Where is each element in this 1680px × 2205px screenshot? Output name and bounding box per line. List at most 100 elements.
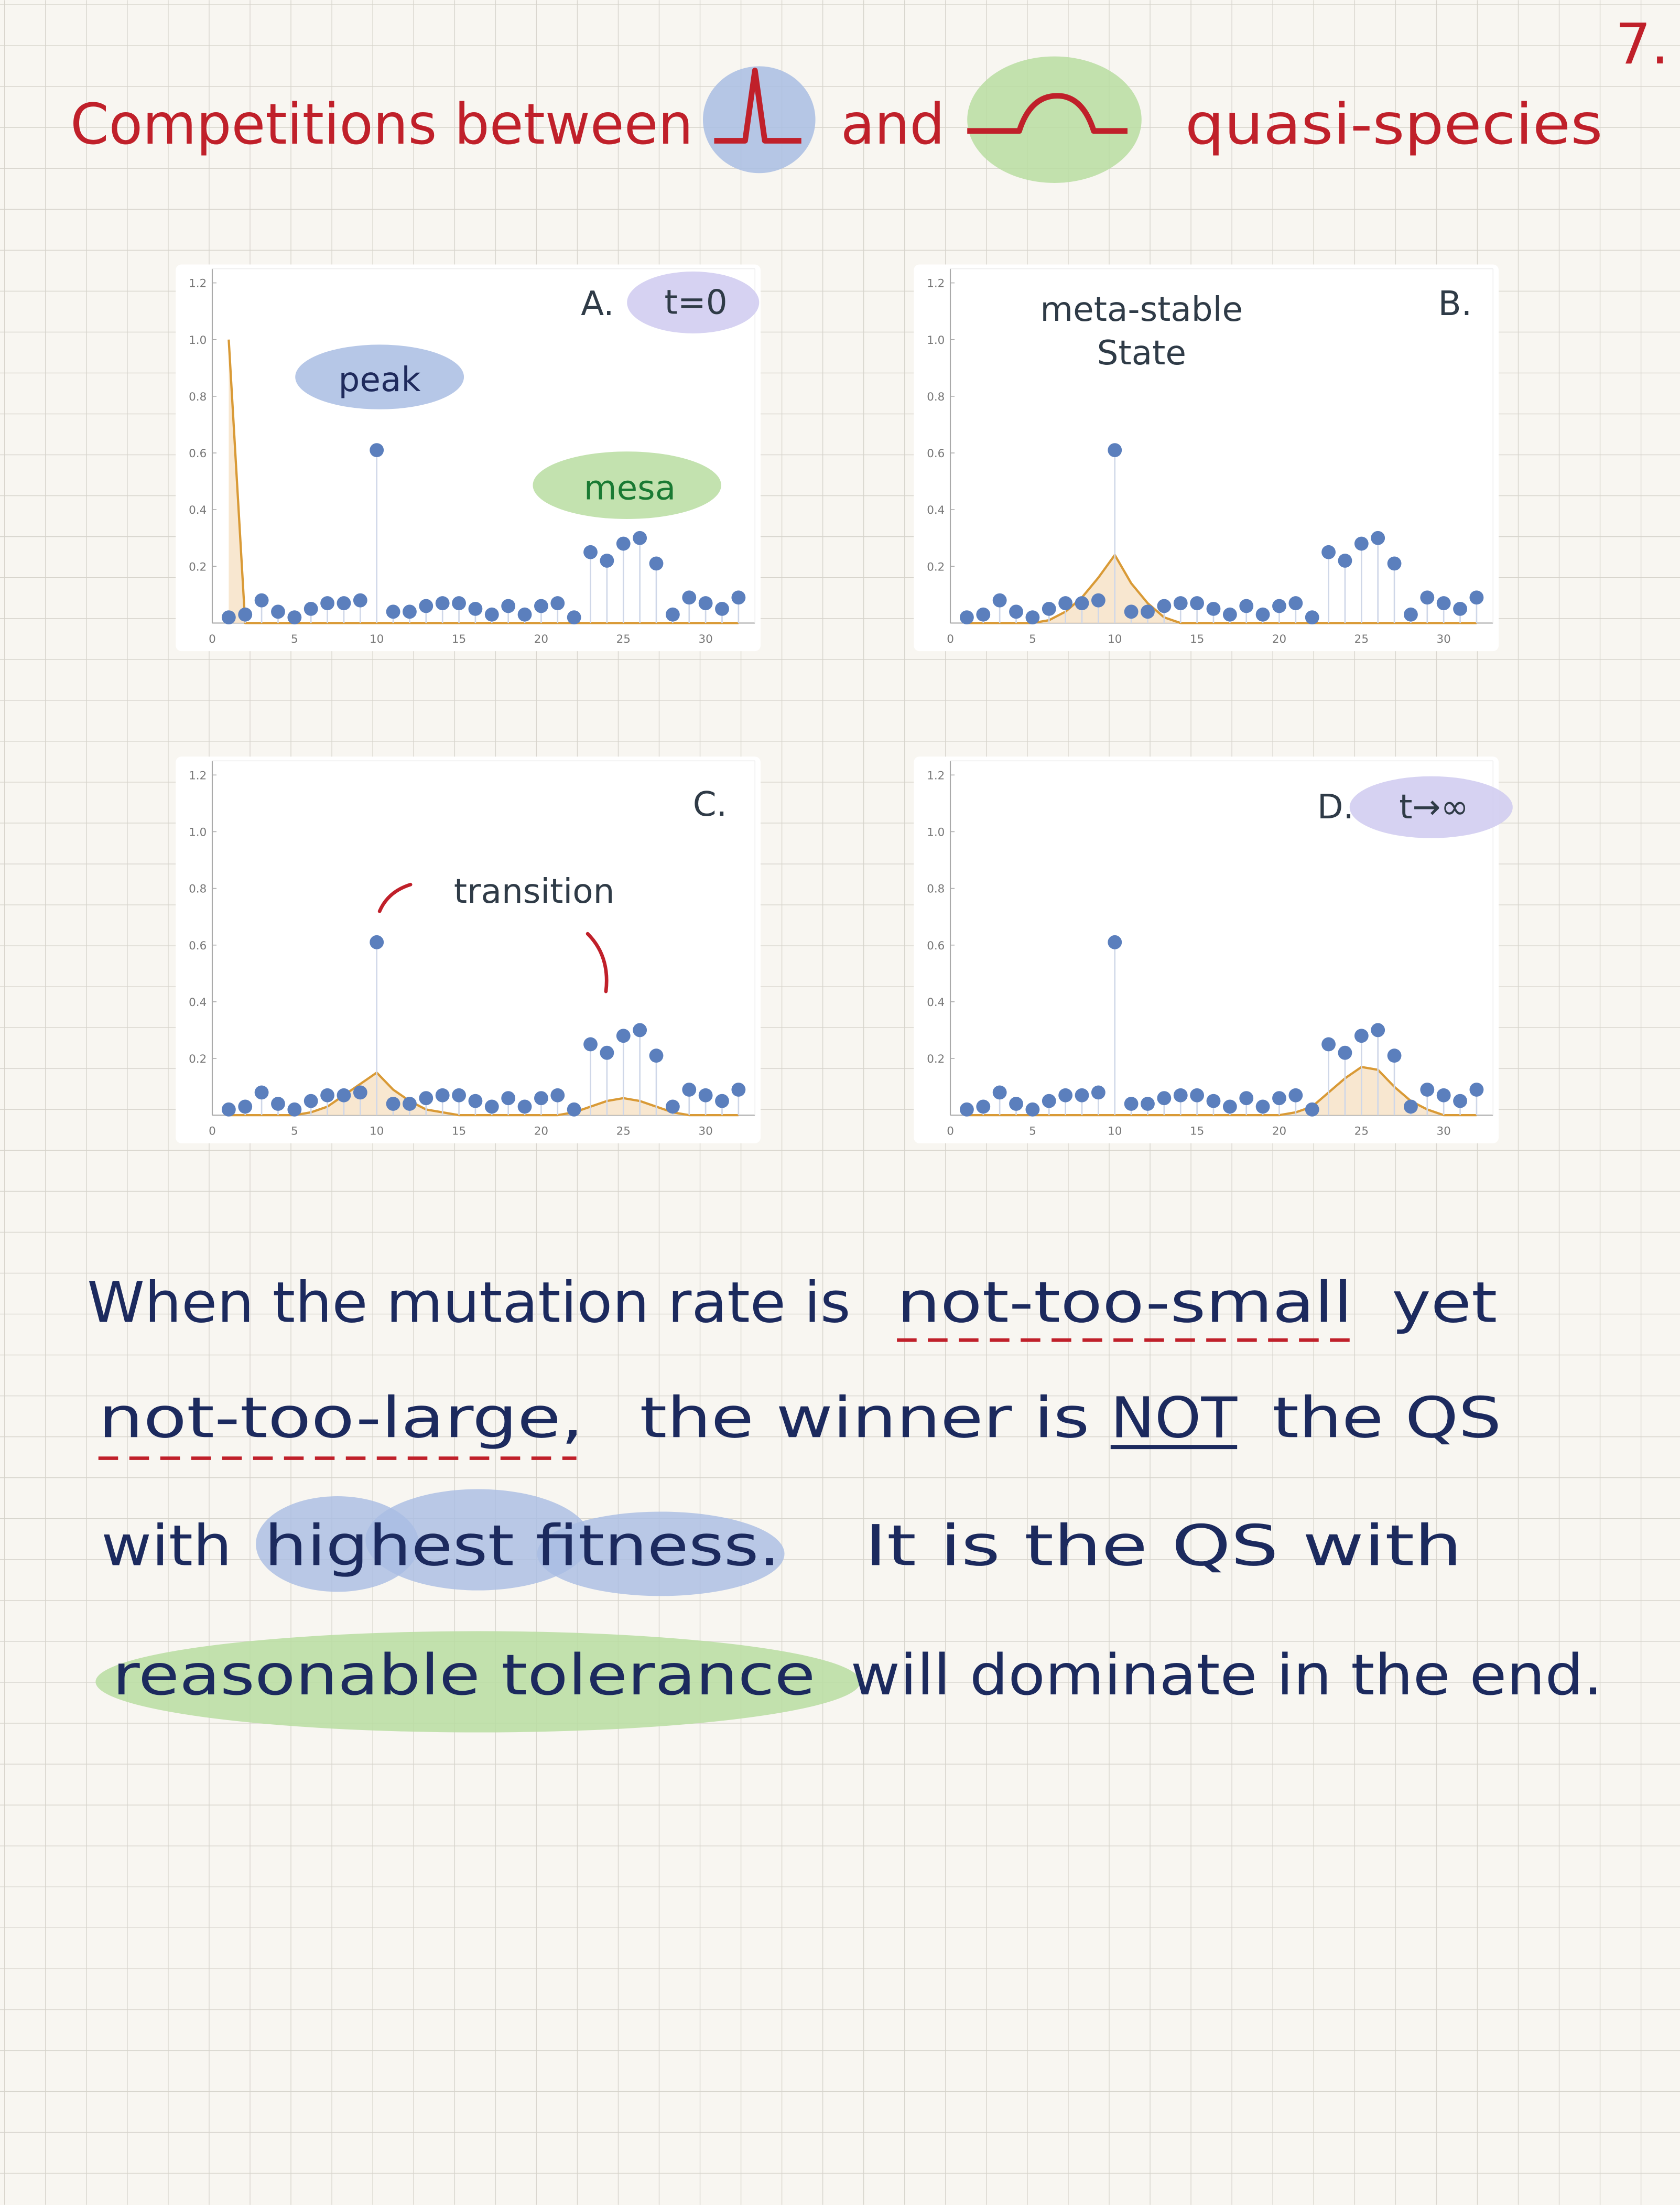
point xyxy=(1091,1085,1105,1100)
point xyxy=(1058,596,1073,610)
y-tick-label: 0.4 xyxy=(927,504,945,517)
point xyxy=(976,1099,991,1114)
point xyxy=(1042,601,1056,616)
chart-panel: 0 5 10 15 20 25 30 0.2 0.4 0.6 0.8 1.0 1.2 t=0 peak mes… xyxy=(176,264,761,652)
y-tick-label: 1.0 xyxy=(189,334,207,347)
page-number: 7. xyxy=(1615,12,1668,77)
point xyxy=(1157,1091,1172,1106)
x-tick-label: 30 xyxy=(698,1125,712,1138)
y-tick-label: 0.2 xyxy=(189,560,207,574)
point xyxy=(731,1083,746,1097)
point xyxy=(698,596,713,610)
annotation: State xyxy=(1097,333,1186,373)
point xyxy=(1436,596,1451,610)
point xyxy=(616,1029,631,1043)
note-text: will dominate in the end. xyxy=(851,1642,1603,1708)
point xyxy=(600,1045,614,1060)
note-text: not-too-large, xyxy=(99,1385,583,1451)
chart-panel: 0 5 10 15 20 25 30 0.2 0.4 0.6 0.8 1.0 1.2 t→∞ D. xyxy=(914,756,1513,1143)
point xyxy=(1124,604,1139,619)
point xyxy=(1387,1049,1402,1063)
point xyxy=(353,1085,367,1100)
point xyxy=(1404,607,1418,622)
point xyxy=(221,1102,236,1117)
point xyxy=(1058,1088,1073,1102)
point xyxy=(1469,590,1484,605)
point xyxy=(287,1102,302,1117)
x-tick-label: 15 xyxy=(1190,633,1204,646)
point xyxy=(501,599,516,613)
x-tick-label: 15 xyxy=(1190,1125,1204,1138)
point xyxy=(1009,1097,1023,1111)
point xyxy=(1190,596,1205,610)
point xyxy=(419,1091,433,1106)
x-tick-label: 0 xyxy=(947,633,954,646)
y-tick-label: 0.4 xyxy=(927,996,945,1009)
chart-card xyxy=(914,756,1499,1143)
y-tick-label: 0.2 xyxy=(927,560,945,574)
area-line xyxy=(967,554,1477,624)
note-text: the winner is xyxy=(640,1385,1089,1451)
y-tick-label: 0.6 xyxy=(189,447,207,460)
x-tick-label: 5 xyxy=(291,633,298,646)
y-tick-label: 0.8 xyxy=(927,883,945,896)
chart-panel: 0 5 10 15 20 25 30 0.2 0.4 0.6 0.8 1.0 1.2 transition… xyxy=(176,756,761,1143)
point xyxy=(287,610,302,625)
point xyxy=(353,593,367,608)
note-text: NOT xyxy=(1111,1385,1238,1451)
point xyxy=(567,610,581,625)
note-text: It is the QS with xyxy=(864,1513,1462,1579)
point xyxy=(501,1091,516,1106)
mesa-highlight xyxy=(967,56,1142,183)
y-tick-label: 0.4 xyxy=(189,504,207,517)
point xyxy=(1009,604,1023,619)
point xyxy=(1272,599,1286,613)
point xyxy=(484,1099,499,1114)
point xyxy=(370,935,384,949)
point xyxy=(1206,1094,1221,1108)
note-text: with xyxy=(101,1513,232,1579)
x-tick-label: 20 xyxy=(1272,1125,1286,1138)
point xyxy=(484,607,499,622)
area-line xyxy=(227,339,739,624)
x-tick-label: 10 xyxy=(370,1125,384,1138)
y-tick-label: 1.0 xyxy=(927,334,945,347)
note-text: highest fitness. xyxy=(264,1513,780,1579)
point xyxy=(337,596,351,610)
point xyxy=(468,601,483,616)
highlight xyxy=(1349,776,1513,838)
point xyxy=(550,596,565,610)
annotation: t→∞ xyxy=(1399,787,1469,827)
annotation: meta-stable xyxy=(1040,290,1243,329)
point xyxy=(1338,1045,1352,1060)
point xyxy=(1157,599,1172,613)
point xyxy=(1469,1083,1484,1097)
x-tick-label: 10 xyxy=(1108,1125,1122,1138)
y-tick-label: 1.0 xyxy=(189,826,207,839)
point xyxy=(1436,1088,1451,1102)
y-tick-label: 0.2 xyxy=(927,1053,945,1066)
arrow-stroke xyxy=(377,882,413,913)
point xyxy=(1108,443,1122,458)
x-tick-label: 30 xyxy=(698,633,712,646)
chart-panel: 0 5 10 15 20 25 30 0.2 0.4 0.6 0.8 1.0 1.2 meta-stabl… xyxy=(914,264,1499,652)
point xyxy=(1272,1091,1286,1106)
y-tick-label: 1.0 xyxy=(927,826,945,839)
point xyxy=(386,1097,400,1111)
panel-label: B. xyxy=(1438,284,1472,323)
point xyxy=(1453,601,1467,616)
point xyxy=(1141,1097,1155,1111)
point xyxy=(1371,531,1385,545)
point xyxy=(976,607,991,622)
point xyxy=(386,604,400,619)
y-tick-label: 0.8 xyxy=(189,391,207,404)
y-tick-label: 0.8 xyxy=(189,883,207,896)
annotation: transition xyxy=(454,872,615,911)
point xyxy=(633,1023,647,1037)
point xyxy=(1305,610,1319,625)
point xyxy=(682,1083,697,1097)
point xyxy=(600,554,614,568)
point xyxy=(1141,604,1155,619)
y-tick-label: 0.2 xyxy=(189,1053,207,1066)
